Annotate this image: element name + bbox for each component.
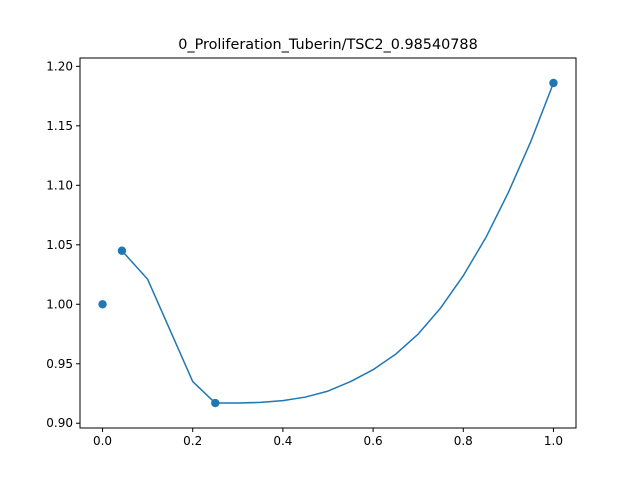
x-tick-label: 0.0 (93, 434, 112, 448)
series-line (121, 82, 555, 404)
y-tick-label: 1.10 (46, 178, 73, 192)
data-point (98, 300, 107, 309)
x-tick-label: 0.4 (273, 434, 292, 448)
plot-frame (79, 57, 577, 429)
axis-ticks: 0.0 0.2 0.4 0.6 0.8 1.0 0.90 0.95 1.00 1.05 1.10 1.… (46, 59, 563, 448)
y-tick-label: 1.00 (46, 297, 73, 311)
data-point (117, 246, 127, 255)
x-tick-label: 1.0 (544, 434, 563, 448)
y-tick-label: 1.15 (46, 119, 73, 133)
y-tick-label: 0.95 (46, 357, 73, 371)
data-point (549, 78, 558, 88)
series-layer (98, 78, 558, 408)
y-tick-label: 1.05 (46, 238, 73, 252)
x-tick-label: 0.6 (364, 434, 383, 448)
x-tick-label: 0.8 (454, 434, 473, 448)
data-point (211, 398, 220, 408)
y-tick-label: 1.20 (46, 59, 73, 73)
chart-title: 0_Proliferation_Tuberin/TSC2_0.98540788 (178, 37, 478, 53)
x-tick-label: 0.2 (183, 434, 202, 448)
y-tick-label: 0.90 (46, 416, 73, 430)
